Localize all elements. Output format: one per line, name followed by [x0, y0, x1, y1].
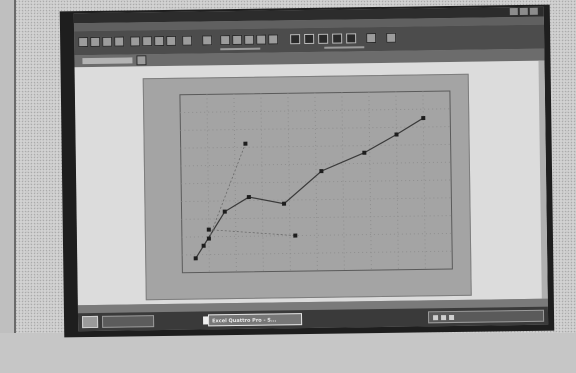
- chart-page: [142, 73, 472, 301]
- desk-surface: [0, 333, 576, 373]
- toolbar-button[interactable]: [182, 35, 193, 46]
- chart-series: [193, 116, 426, 261]
- toolbar-button[interactable]: [332, 33, 343, 44]
- toolbar-label: [324, 46, 365, 49]
- toolbar-button[interactable]: [346, 33, 357, 44]
- toolbar-button[interactable]: [142, 36, 153, 47]
- start-icon[interactable]: [82, 315, 99, 329]
- grid-line-x: [422, 91, 426, 270]
- grid-line-y: [180, 126, 451, 131]
- toolbar-button[interactable]: [386, 32, 397, 43]
- maximize-button[interactable]: [519, 7, 528, 16]
- grid-line-y: [182, 250, 453, 256]
- toolbar-button[interactable]: [166, 35, 177, 46]
- tray-icon[interactable]: [441, 315, 447, 321]
- toolbar-button[interactable]: [136, 55, 147, 66]
- toolbar-button[interactable]: [202, 35, 213, 46]
- grid-line-x: [395, 91, 399, 270]
- monitor: Excel Quattro Pro - S...: [59, 4, 555, 338]
- series-line: [195, 117, 424, 259]
- toolbar-button[interactable]: [232, 34, 243, 46]
- data-point: [193, 256, 198, 261]
- data-point: [246, 195, 251, 200]
- grid-line-y: [181, 215, 452, 220]
- toolbar-button[interactable]: [366, 33, 377, 44]
- scatter-chart: [179, 90, 453, 274]
- taskbar-item-active[interactable]: Excel Quattro Pro - S...: [207, 313, 303, 327]
- tray-icon[interactable]: [449, 314, 455, 321]
- data-point: [222, 209, 227, 214]
- grid-line-y: [181, 197, 452, 203]
- toolbar-label: [220, 47, 261, 51]
- grid-line-x: [233, 94, 237, 273]
- toolbar-button[interactable]: [130, 36, 141, 47]
- toolbar-button[interactable]: [114, 36, 125, 47]
- grid-line-x: [206, 94, 210, 273]
- grid-line-x: [341, 92, 345, 271]
- grid-line-y: [180, 143, 451, 149]
- cell-reference-field[interactable]: [82, 57, 133, 65]
- grid-line-y: [180, 108, 451, 114]
- data-point: [206, 227, 211, 232]
- data-point: [394, 132, 399, 137]
- close-button[interactable]: [529, 7, 538, 15]
- series-line: [208, 143, 246, 239]
- data-point: [293, 233, 298, 238]
- toolbar-button[interactable]: [154, 35, 165, 47]
- toolbar-button[interactable]: [102, 36, 113, 47]
- minimize-button[interactable]: [509, 8, 518, 16]
- toolbar-button[interactable]: [244, 34, 255, 45]
- photo-left-edge: [0, 0, 16, 373]
- data-point: [201, 243, 206, 248]
- tray-icon[interactable]: [433, 315, 439, 321]
- data-point: [362, 150, 367, 155]
- taskbar-item[interactable]: [102, 315, 155, 328]
- photo-left-edge-line: [14, 0, 16, 373]
- data-point: [206, 236, 211, 241]
- screen: Excel Quattro Pro - S...: [73, 6, 549, 332]
- grid-line-x: [314, 92, 318, 271]
- data-point: [319, 169, 324, 174]
- data-point: [421, 116, 426, 121]
- toolbar-button[interactable]: [268, 34, 279, 45]
- data-point: [282, 201, 287, 206]
- system-tray: [427, 309, 545, 324]
- toolbar-button[interactable]: [318, 33, 329, 44]
- grid-line-x: [368, 92, 372, 271]
- data-point: [243, 141, 248, 146]
- series-line: [208, 229, 296, 236]
- toolbar-button[interactable]: [78, 37, 89, 48]
- document-area: [74, 60, 548, 306]
- grid-line-y: [180, 161, 451, 167]
- toolbar-button[interactable]: [304, 33, 315, 45]
- toolbar-button[interactable]: [220, 35, 231, 46]
- toolbar-button[interactable]: [256, 34, 267, 45]
- chart-grid: [180, 91, 453, 273]
- grid-line-y: [181, 232, 452, 238]
- toolbar-button[interactable]: [90, 36, 101, 48]
- grid-line-y: [181, 179, 452, 185]
- toolbar-button[interactable]: [290, 34, 301, 45]
